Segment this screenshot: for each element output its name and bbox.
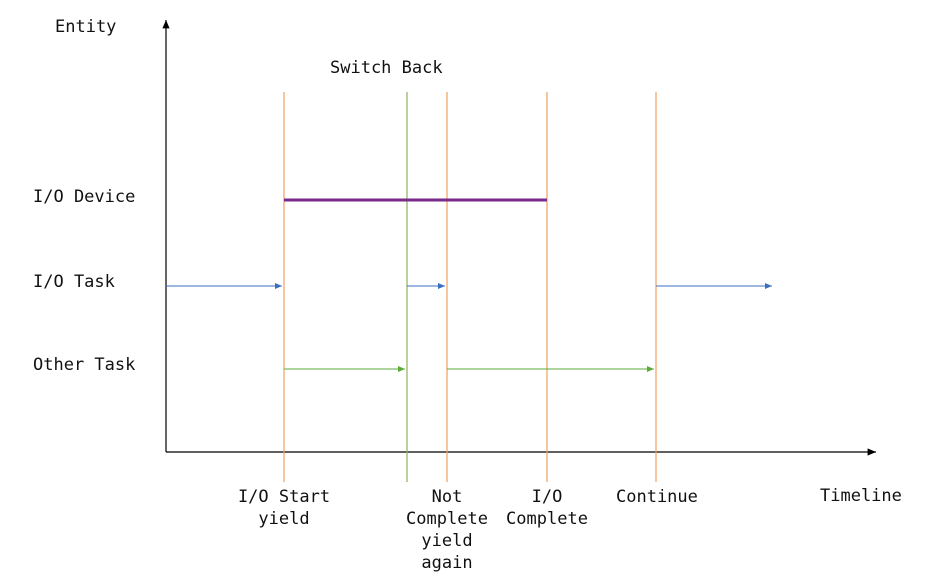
row-label-other-task: Other Task xyxy=(33,355,136,375)
event-label-line: Not xyxy=(431,487,463,507)
event-label-line: Continue xyxy=(616,487,698,507)
y-axis-label: Entity xyxy=(55,17,117,37)
x-axis-label: Timeline xyxy=(820,486,902,506)
event-label-line: I/O Start xyxy=(237,487,331,507)
switch-back-label: Switch Back xyxy=(330,58,443,78)
event-label-line: Complete xyxy=(406,509,488,529)
event-label-io-complete: I/O Complete xyxy=(497,486,597,530)
event-label-continue: Continue xyxy=(616,486,698,508)
event-label-io-start: I/O Start yield xyxy=(224,486,344,530)
row-label-io-task: I/O Task xyxy=(33,272,115,292)
row-label-io-device: I/O Device xyxy=(33,187,136,207)
event-label-line: again xyxy=(421,553,473,573)
event-label-line: I/O xyxy=(531,487,563,507)
event-label-not-complete: Not Complete yield again xyxy=(397,486,497,574)
event-label-line: yield xyxy=(258,509,310,529)
event-label-line: yield xyxy=(421,531,473,551)
event-label-line: Complete xyxy=(506,509,588,529)
